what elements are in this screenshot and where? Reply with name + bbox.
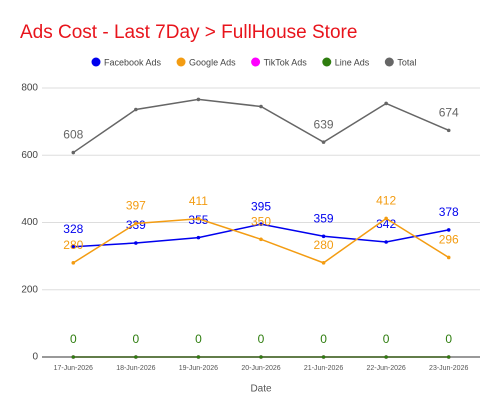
data-point <box>384 240 388 244</box>
data-label: 328 <box>63 222 83 236</box>
data-point <box>321 234 326 239</box>
data-label: 608 <box>63 128 83 142</box>
data-point <box>446 228 451 232</box>
data-point <box>321 355 326 359</box>
data-point <box>259 222 263 226</box>
data-label: 0 <box>445 332 452 346</box>
data-label: 674 <box>439 106 459 120</box>
data-point <box>196 355 201 359</box>
x-tick-label: 17-Jun-2026 <box>54 365 93 372</box>
data-label: 296 <box>439 233 459 247</box>
data-label: 0 <box>133 332 140 346</box>
x-axis-label: Date <box>250 384 272 395</box>
legend-label: Google Ads <box>189 57 236 67</box>
x-tick-label: 21-Jun-2026 <box>304 365 343 372</box>
data-point <box>71 150 76 155</box>
data-point <box>321 140 326 144</box>
data-point <box>134 241 138 245</box>
data-point <box>134 355 138 359</box>
data-label: 0 <box>258 332 265 346</box>
x-tick-label: 19-Jun-2026 <box>179 365 218 372</box>
data-label: 342 <box>376 217 396 231</box>
y-tick-label: 600 <box>21 150 38 161</box>
data-point <box>71 355 76 359</box>
x-tick-label: 22-Jun-2026 <box>366 365 405 372</box>
legend-label: Facebook Ads <box>104 57 162 67</box>
chart-title: Ads Cost - Last 7Day > FullHouse Store <box>20 22 357 43</box>
data-label: 359 <box>314 211 334 225</box>
data-point <box>259 237 263 242</box>
legend-swatch <box>384 57 394 67</box>
data-point <box>446 255 451 260</box>
x-tick-label: 20-Jun-2026 <box>241 365 280 372</box>
data-point <box>134 107 138 112</box>
data-label: 412 <box>376 194 396 208</box>
data-point <box>446 355 451 359</box>
legend-label: Line Ads <box>335 57 370 67</box>
y-tick-label: 0 <box>32 352 38 363</box>
data-label: 280 <box>314 238 334 252</box>
data-point <box>196 97 201 102</box>
data-point <box>71 261 76 265</box>
x-tick-label: 23-Jun-2026 <box>429 365 468 372</box>
data-label: 411 <box>189 194 208 208</box>
legend-label: Total <box>397 57 416 67</box>
data-point <box>196 235 201 240</box>
data-label: 0 <box>320 332 327 346</box>
data-point <box>384 216 388 221</box>
data-label: 0 <box>383 332 390 346</box>
legend-swatch <box>251 57 261 67</box>
data-label: 639 <box>314 117 334 131</box>
data-label: 395 <box>251 199 271 213</box>
data-point <box>134 221 138 226</box>
data-label: 280 <box>63 238 83 252</box>
legend-label: TikTok Ads <box>264 57 308 67</box>
legend-swatch <box>91 57 101 67</box>
data-label: 378 <box>439 205 459 219</box>
data-point <box>321 261 326 265</box>
data-label: 0 <box>70 332 77 346</box>
legend-swatch <box>322 57 332 67</box>
data-point <box>71 244 76 249</box>
data-point <box>196 217 201 221</box>
data-label: 397 <box>126 199 146 213</box>
legend-swatch <box>176 57 186 67</box>
data-point <box>384 355 388 359</box>
y-tick-label: 800 <box>21 83 38 94</box>
data-label: 350 <box>251 214 271 228</box>
y-tick-label: 200 <box>21 284 38 295</box>
x-tick-label: 18-Jun-2026 <box>116 365 155 372</box>
data-point <box>259 104 263 109</box>
y-tick-label: 400 <box>21 217 38 228</box>
data-point <box>384 101 388 106</box>
data-label: 0 <box>195 332 202 346</box>
data-point <box>259 355 263 359</box>
data-point <box>446 128 451 133</box>
